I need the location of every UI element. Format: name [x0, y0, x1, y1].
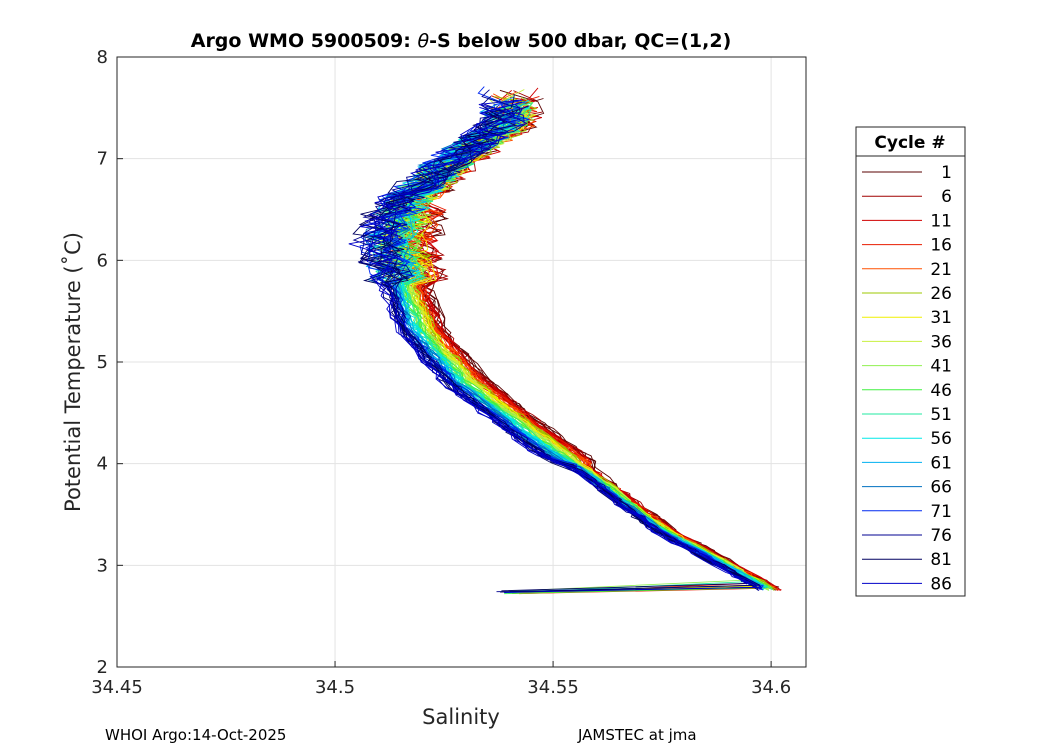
profile-lines	[348, 86, 782, 595]
x-tick-label: 34.45	[91, 677, 143, 698]
legend-label: 31	[930, 308, 952, 328]
legend-label: 41	[930, 357, 952, 377]
profile-line-cycle-86	[366, 99, 747, 585]
legend-box	[855, 126, 966, 597]
legend-label: 56	[930, 429, 952, 449]
profile-line-cycle-81	[360, 109, 748, 585]
legend-title: Cycle #	[874, 133, 945, 153]
profile-line-cycle-86	[348, 104, 762, 590]
x-axis-label: Salinity	[422, 705, 500, 729]
legend-label: 86	[930, 574, 952, 594]
y-tick-label: 8	[97, 47, 108, 68]
profile-line-cycle-81	[358, 108, 762, 588]
legend-label: 46	[930, 381, 952, 401]
y-tick-label: 2	[97, 657, 108, 678]
legend-label: 26	[930, 284, 952, 304]
legend: Cycle # 16111621263136414651566166717681…	[855, 126, 966, 597]
y-axis-label: Potential Temperature (˚C)	[61, 232, 85, 512]
legend-label: 71	[930, 502, 952, 522]
x-tick-label: 34.55	[527, 677, 579, 698]
y-tick-label: 3	[97, 555, 108, 576]
legend-label: 51	[930, 405, 952, 425]
y-axis: 2 3 4 5 6 7 8	[97, 47, 123, 678]
footer-left: WHOI Argo:14-Oct-2025	[105, 726, 287, 744]
x-tick-label: 34.6	[751, 677, 791, 698]
y-tick-label: 5	[97, 352, 108, 373]
legend-label: 6	[941, 187, 952, 207]
x-tick-label: 34.5	[315, 677, 355, 698]
y-tick-label: 6	[97, 250, 108, 271]
legend-label: 76	[930, 526, 952, 546]
chart-title: Argo WMO 5900509: θ-S below 500 dbar, QC…	[191, 30, 732, 52]
y-tick-label: 7	[97, 149, 108, 170]
legend-label: 11	[930, 211, 952, 231]
y-tick-label: 4	[97, 454, 108, 475]
legend-label: 16	[930, 236, 952, 256]
legend-label: 66	[930, 478, 952, 498]
x-axis: 34.45 34.5 34.55 34.6	[91, 661, 791, 698]
legend-label: 1	[941, 163, 952, 183]
legend-label: 81	[930, 550, 952, 570]
legend-label: 21	[930, 260, 952, 280]
legend-label: 36	[930, 332, 952, 352]
footer-right: JAMSTEC at jma	[578, 726, 697, 744]
legend-label: 61	[930, 453, 952, 473]
